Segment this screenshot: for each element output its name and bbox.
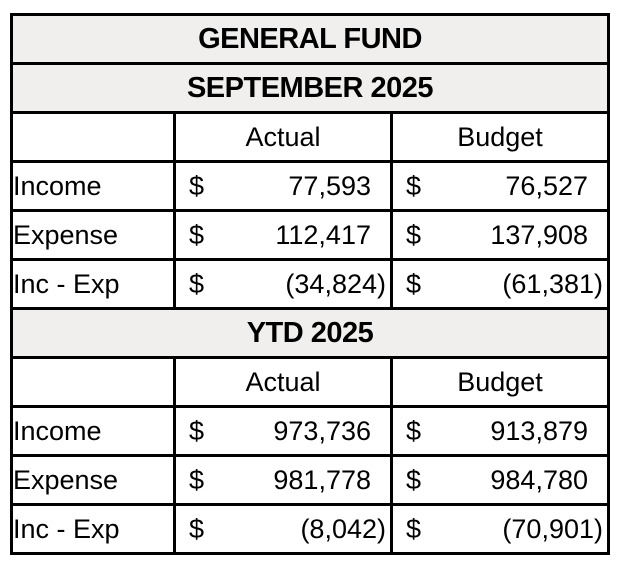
table-row: Income $ 77,593 $ 76,527 — [10, 160, 610, 212]
cell-actual: $ 112,417 — [173, 209, 393, 261]
amount: 77,593 — [288, 170, 371, 201]
cell-budget: $ 76,527 — [390, 160, 610, 212]
table-row: Inc - Exp $ (8,042) $ (70,901) — [10, 503, 610, 555]
table-row: Expense $ 112,417 $ 137,908 — [10, 209, 610, 261]
column-header-actual: Actual — [173, 111, 393, 163]
amount: (70,901) — [502, 513, 603, 544]
amount: 913,879 — [490, 415, 588, 446]
currency-symbol: $ — [406, 268, 422, 299]
row-label-expense: Expense — [10, 209, 176, 261]
amount: 981,778 — [273, 464, 371, 495]
amount: (8,042) — [300, 513, 386, 544]
cell-actual: $ (34,824) — [173, 258, 393, 310]
row-label-expense: Expense — [10, 454, 176, 506]
row-label-income: Income — [10, 160, 176, 212]
currency-symbol: $ — [189, 464, 205, 495]
general-fund-table: GENERAL FUND SEPTEMBER 2025 Actual Budge… — [10, 13, 610, 555]
amount: (61,381) — [502, 268, 603, 299]
currency-symbol: $ — [406, 513, 422, 544]
empty-corner-cell — [10, 111, 176, 163]
cell-budget: $ (70,901) — [390, 503, 610, 555]
table-title: GENERAL FUND — [10, 13, 610, 65]
table-row: Inc - Exp $ (34,824) $ (61,381) — [10, 258, 610, 310]
currency-symbol: $ — [406, 415, 422, 446]
cell-actual: $ 981,778 — [173, 454, 393, 506]
amount: 76,527 — [505, 170, 588, 201]
row-label-inc-exp: Inc - Exp — [10, 503, 176, 555]
table-row: Expense $ 981,778 $ 984,780 — [10, 454, 610, 506]
column-header-budget: Budget — [390, 111, 610, 163]
cell-actual: $ 77,593 — [173, 160, 393, 212]
table-row: Income $ 973,736 $ 913,879 — [10, 405, 610, 457]
row-label-inc-exp: Inc - Exp — [10, 258, 176, 310]
section-heading-september: SEPTEMBER 2025 — [10, 62, 610, 114]
currency-symbol: $ — [406, 170, 422, 201]
currency-symbol: $ — [406, 464, 422, 495]
amount: 973,736 — [273, 415, 371, 446]
spreadsheet-view: GENERAL FUND SEPTEMBER 2025 Actual Budge… — [10, 13, 610, 555]
amount: 984,780 — [490, 464, 588, 495]
currency-symbol: $ — [189, 513, 205, 544]
section-heading-ytd: YTD 2025 — [10, 307, 610, 359]
column-header-actual: Actual — [173, 356, 393, 408]
cell-budget: $ (61,381) — [390, 258, 610, 310]
cell-budget: $ 984,780 — [390, 454, 610, 506]
cell-actual: $ (8,042) — [173, 503, 393, 555]
currency-symbol: $ — [189, 268, 205, 299]
cell-budget: $ 913,879 — [390, 405, 610, 457]
currency-symbol: $ — [189, 170, 205, 201]
empty-corner-cell — [10, 356, 176, 408]
cell-budget: $ 137,908 — [390, 209, 610, 261]
amount: (34,824) — [285, 268, 386, 299]
cell-actual: $ 973,736 — [173, 405, 393, 457]
column-header-budget: Budget — [390, 356, 610, 408]
currency-symbol: $ — [406, 219, 422, 250]
amount: 137,908 — [490, 219, 588, 250]
currency-symbol: $ — [189, 415, 205, 446]
currency-symbol: $ — [189, 219, 205, 250]
amount: 112,417 — [275, 219, 371, 250]
row-label-income: Income — [10, 405, 176, 457]
